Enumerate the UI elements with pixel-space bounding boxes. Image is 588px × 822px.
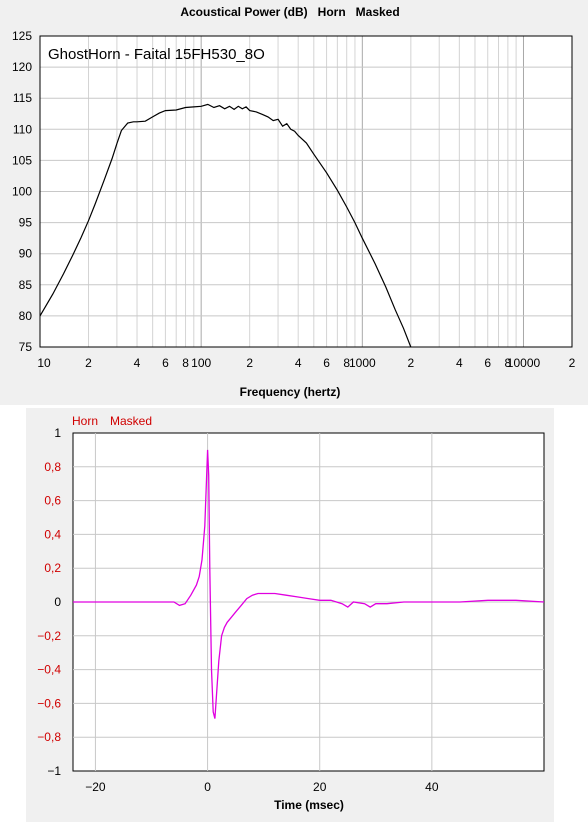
chart1-x-tick-label: 8 <box>182 356 189 370</box>
chart2-series-line <box>73 449 545 719</box>
chart1-x-tick-label: 2 <box>85 356 92 370</box>
chart2-y-tick-label: 0,6 <box>44 494 61 508</box>
chart1-y-tick-label: 75 <box>19 340 33 354</box>
chart2-x-axis-title: Time (msec) <box>274 798 344 812</box>
chart2-x-tick-label: 40 <box>425 780 439 794</box>
chart1-x-tick-label: 10 <box>37 356 51 370</box>
chart1-y-tick-label: 125 <box>12 29 32 43</box>
chart1-title: Acoustical Power (dB) Horn Masked <box>180 5 399 19</box>
chart1-y-tick-label: 95 <box>19 216 33 230</box>
chart2-y-tick-label: 1 <box>54 426 61 440</box>
chart2-x-tick-label: −20 <box>85 780 106 794</box>
chart2-y-tick-label: −0,2 <box>37 629 61 643</box>
chart1-series-line <box>39 103 412 348</box>
chart1-x-tick-label: 10000 <box>507 356 541 370</box>
chart1-x-tick-label: 8 <box>343 356 350 370</box>
chart1-x-tick-label: 4 <box>295 356 302 370</box>
chart1-x-tick-label: 4 <box>134 356 141 370</box>
chart1-x-tick-label: 1000 <box>349 356 376 370</box>
chart2-y-tick-label: 0,8 <box>44 460 61 474</box>
chart1-y-tick-label: 110 <box>13 122 32 136</box>
chart2-legend-masked: Masked <box>110 414 152 428</box>
chart1-y-tick-label: 115 <box>13 91 32 105</box>
chart1-y-tick-label: 120 <box>12 60 32 74</box>
chart1-x-axis-title: Frequency (hertz) <box>240 385 341 399</box>
chart1-x-tick-label: 100 <box>191 356 211 370</box>
chart2-y-tick-label: −1 <box>47 764 61 778</box>
chart1-annotation: GhostHorn - Faital 15FH530_8O <box>48 46 265 63</box>
chart1-x-tick-label: 8 <box>505 356 512 370</box>
chart2-y-tick-label: −0,4 <box>37 663 61 677</box>
chart1-y-tick-label: 80 <box>19 309 33 323</box>
chart1-x-tick-label: 6 <box>162 356 169 370</box>
chart2-y-tick-label: 0,4 <box>44 527 61 541</box>
chart1-x-tick-label: 2 <box>407 356 414 370</box>
chart2-legend-horn: Horn <box>72 414 98 428</box>
acoustical-power-chart: Acoustical Power (dB) Horn Masked GhostH… <box>12 5 576 399</box>
chart1-y-tick-label: 105 <box>12 153 32 167</box>
chart2-x-tick-label: 20 <box>313 780 327 794</box>
chart1-x-tick-label: 6 <box>323 356 330 370</box>
chart2-y-tick-label: −0,6 <box>37 696 61 710</box>
chart1-y-tick-label: 90 <box>19 247 33 261</box>
chart1-x-tick-label: 4 <box>456 356 463 370</box>
chart1-x-tick-label: 2 <box>569 356 576 370</box>
chart1-y-tick-label: 85 <box>19 278 33 292</box>
chart1-y-tick-label: 100 <box>12 185 32 199</box>
chart2-y-tick-label: 0 <box>54 595 61 609</box>
chart2-y-tick-label: 0,2 <box>44 561 61 575</box>
chart1-x-tick-label: 2 <box>246 356 253 370</box>
chart2-y-tick-label: −0,8 <box>37 730 61 744</box>
chart2-x-tick-label: 0 <box>204 780 211 794</box>
chart1-x-tick-label: 6 <box>484 356 491 370</box>
